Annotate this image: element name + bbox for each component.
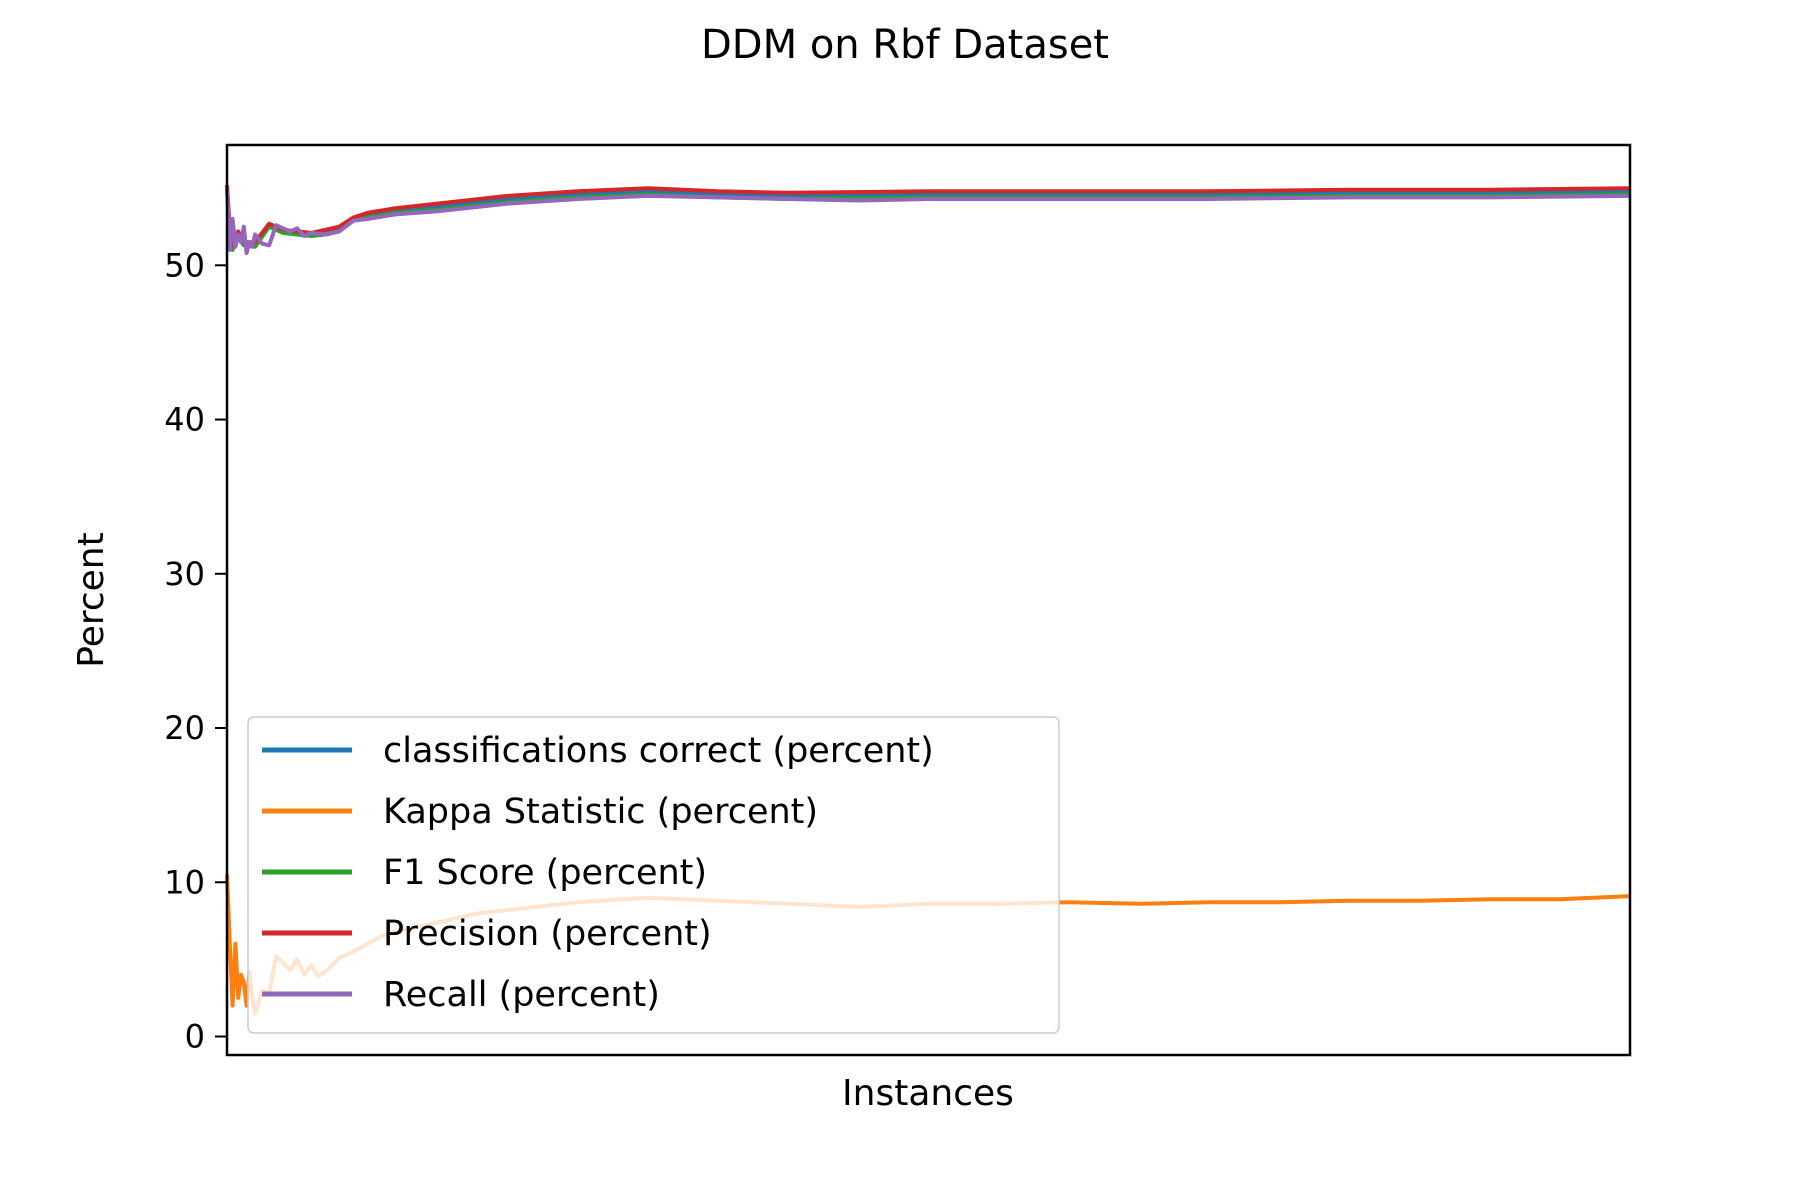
legend: classifications correct (percent) Kappa S…: [247, 716, 1060, 1034]
legend-box: [247, 716, 1060, 1034]
y-tick-label: 10: [164, 863, 205, 901]
chart-title: DDM on Rbf Dataset: [701, 22, 1109, 68]
y-axis-label: Percent: [71, 532, 112, 667]
legend-label: classifications correct (percent): [383, 731, 934, 771]
x-axis-label: Instances: [842, 1073, 1014, 1114]
y-tick-label: 30: [164, 555, 205, 593]
y-tick-label: 50: [164, 246, 205, 284]
y-tick-label: 0: [185, 1017, 205, 1055]
series-line-5: [225, 188, 1631, 255]
y-tick-label: 20: [164, 709, 205, 747]
legend-label: Kappa Statistic (percent): [383, 792, 818, 832]
y-axis: 0 10 20 30 40 50: [164, 246, 227, 1055]
legend-label: F1 Score (percent): [383, 853, 707, 893]
plot-frame: [225, 143, 1632, 1057]
legend-label: Precision (percent): [383, 914, 712, 954]
legend-label: Recall (percent): [383, 975, 660, 1015]
y-tick-label: 40: [164, 401, 205, 439]
